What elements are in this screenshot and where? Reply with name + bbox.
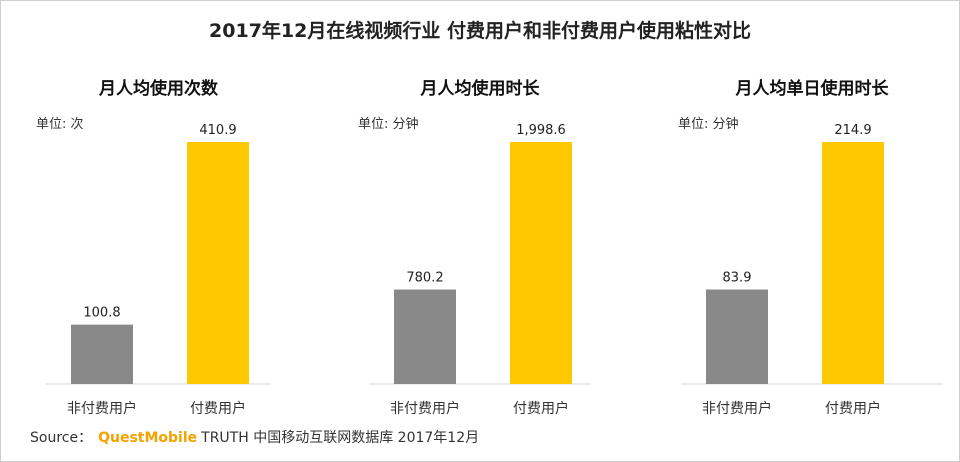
unit-label: 单位: 次 <box>36 117 84 132</box>
source-prefix: Source： <box>30 430 93 446</box>
data-label: 214.9 <box>834 123 871 138</box>
data-label: 1,998.6 <box>516 123 566 138</box>
bar <box>71 324 133 384</box>
unit-label: 单位: 分钟 <box>678 117 739 132</box>
category-label: 非付费用户 <box>67 400 137 417</box>
data-label: 83.9 <box>723 271 752 286</box>
panel-title: 月人均使用时长 <box>420 79 540 99</box>
category-label: 非付费用户 <box>702 400 772 417</box>
source-text: TRUTH 中国移动互联网数据库 2017年12月 <box>201 430 480 446</box>
source-brand: QuestMobile <box>98 430 198 446</box>
category-label: 付费用户 <box>825 400 881 417</box>
panel-daily-duration: 月人均单日使用时长 单位: 分钟 83.9 非付费用户 214.9 付费用户 <box>678 0 943 462</box>
panel-title: 月人均使用次数 <box>99 79 218 99</box>
unit-label: 单位: 分钟 <box>358 117 419 132</box>
category-label: 付费用户 <box>190 400 246 417</box>
bar <box>510 142 572 384</box>
bar-chart: 100.8 非付费用户 410.9 付费用户 <box>46 123 271 417</box>
panel-monthly-duration: 月人均使用时长 单位: 分钟 780.2 非付费用户 1,998.6 付费用户 <box>358 0 591 462</box>
bar <box>394 289 456 384</box>
data-label: 410.9 <box>199 123 236 138</box>
category-label: 非付费用户 <box>390 400 460 417</box>
main-title: 2017年12月在线视频行业 付费用户和非付费用户使用粘性对比 <box>209 20 751 42</box>
bar <box>187 142 249 384</box>
bar <box>706 289 768 384</box>
category-label: 付费用户 <box>513 400 569 417</box>
bar <box>822 142 884 384</box>
data-label: 780.2 <box>406 271 443 286</box>
bar-chart: 83.9 非付费用户 214.9 付费用户 <box>681 123 943 417</box>
bar-chart: 780.2 非付费用户 1,998.6 付费用户 <box>369 123 591 417</box>
source-note: Source： QuestMobile TRUTH 中国移动互联网数据库 2017年… <box>30 427 479 447</box>
data-label: 100.8 <box>83 306 120 321</box>
panel-title: 月人均单日使用时长 <box>735 79 889 99</box>
panel-monthly-sessions: 月人均使用次数 单位: 次 100.8 非付费用户 410.9 付费用户 <box>36 0 271 462</box>
